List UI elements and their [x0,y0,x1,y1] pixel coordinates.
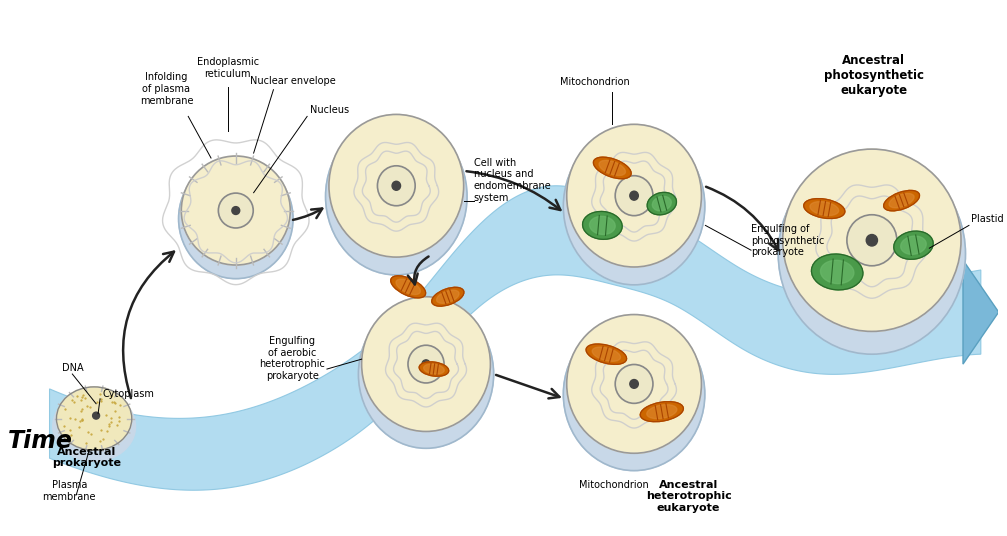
Ellipse shape [884,190,919,211]
Polygon shape [963,260,999,364]
Text: Mitochondrion: Mitochondrion [560,77,629,87]
Ellipse shape [615,364,653,403]
Ellipse shape [567,315,702,453]
Ellipse shape [408,345,444,383]
Ellipse shape [592,347,620,361]
Ellipse shape [593,157,631,178]
Ellipse shape [392,181,401,190]
Text: Nuclear envelope: Nuclear envelope [251,76,336,86]
Ellipse shape [419,362,449,376]
Text: Nucleus: Nucleus [310,106,349,115]
Ellipse shape [437,290,459,303]
Text: Cytoplasm: Cytoplasm [102,389,154,399]
Ellipse shape [782,149,961,331]
Ellipse shape [646,405,677,419]
Text: Ancestral
heterotrophic
eukaryote: Ancestral heterotrophic eukaryote [645,480,731,513]
Ellipse shape [391,276,426,298]
Text: Endoplasmic
reticulum: Endoplasmic reticulum [196,57,259,79]
Ellipse shape [804,199,845,219]
Ellipse shape [93,412,100,419]
Text: Engulfing
of aerobic
heterotrophic
prokaryote: Engulfing of aerobic heterotrophic proka… [260,336,325,381]
Ellipse shape [648,192,677,215]
Ellipse shape [894,231,933,259]
Text: Time: Time [8,429,73,453]
Ellipse shape [599,160,625,175]
Ellipse shape [586,344,626,364]
Ellipse shape [847,215,897,266]
Ellipse shape [178,159,293,279]
Ellipse shape [640,401,684,422]
Ellipse shape [56,387,132,450]
Ellipse shape [422,360,430,368]
Ellipse shape [362,297,490,431]
Ellipse shape [52,392,136,461]
Text: Ancestral
photosynthetic
eukaryote: Ancestral photosynthetic eukaryote [824,54,923,96]
Ellipse shape [378,166,415,206]
Ellipse shape [358,300,493,448]
Ellipse shape [629,191,638,200]
Ellipse shape [866,235,877,246]
Ellipse shape [329,114,463,257]
Ellipse shape [778,154,966,354]
Ellipse shape [615,176,653,215]
Text: DNA: DNA [62,363,84,373]
Ellipse shape [583,212,622,239]
Text: Ancestral
prokaryote: Ancestral prokaryote [51,446,121,468]
Ellipse shape [810,202,839,215]
Ellipse shape [821,260,854,284]
Text: Plasma
membrane: Plasma membrane [42,480,96,502]
Text: Cell with
nucleus and
endomembrane
system: Cell with nucleus and endomembrane syste… [473,158,551,203]
Text: Mitochondrion: Mitochondrion [579,480,650,490]
Polygon shape [49,186,981,490]
Text: Plastid: Plastid [971,214,1004,225]
Ellipse shape [181,156,290,265]
Ellipse shape [889,193,914,208]
Ellipse shape [432,287,464,306]
Ellipse shape [325,118,467,275]
Ellipse shape [232,206,240,214]
Ellipse shape [563,128,705,285]
Ellipse shape [219,193,253,228]
Text: Infolding
of plasma
membrane: Infolding of plasma membrane [140,72,193,106]
Text: Engulfing of
photosynthetic
prokaryote: Engulfing of photosynthetic prokaryote [751,224,825,257]
Ellipse shape [396,279,420,295]
Ellipse shape [563,318,705,471]
Ellipse shape [424,364,444,374]
Ellipse shape [567,124,702,267]
Ellipse shape [629,379,638,388]
Ellipse shape [812,254,863,290]
Ellipse shape [653,196,672,211]
Ellipse shape [900,236,926,255]
Ellipse shape [589,217,615,234]
